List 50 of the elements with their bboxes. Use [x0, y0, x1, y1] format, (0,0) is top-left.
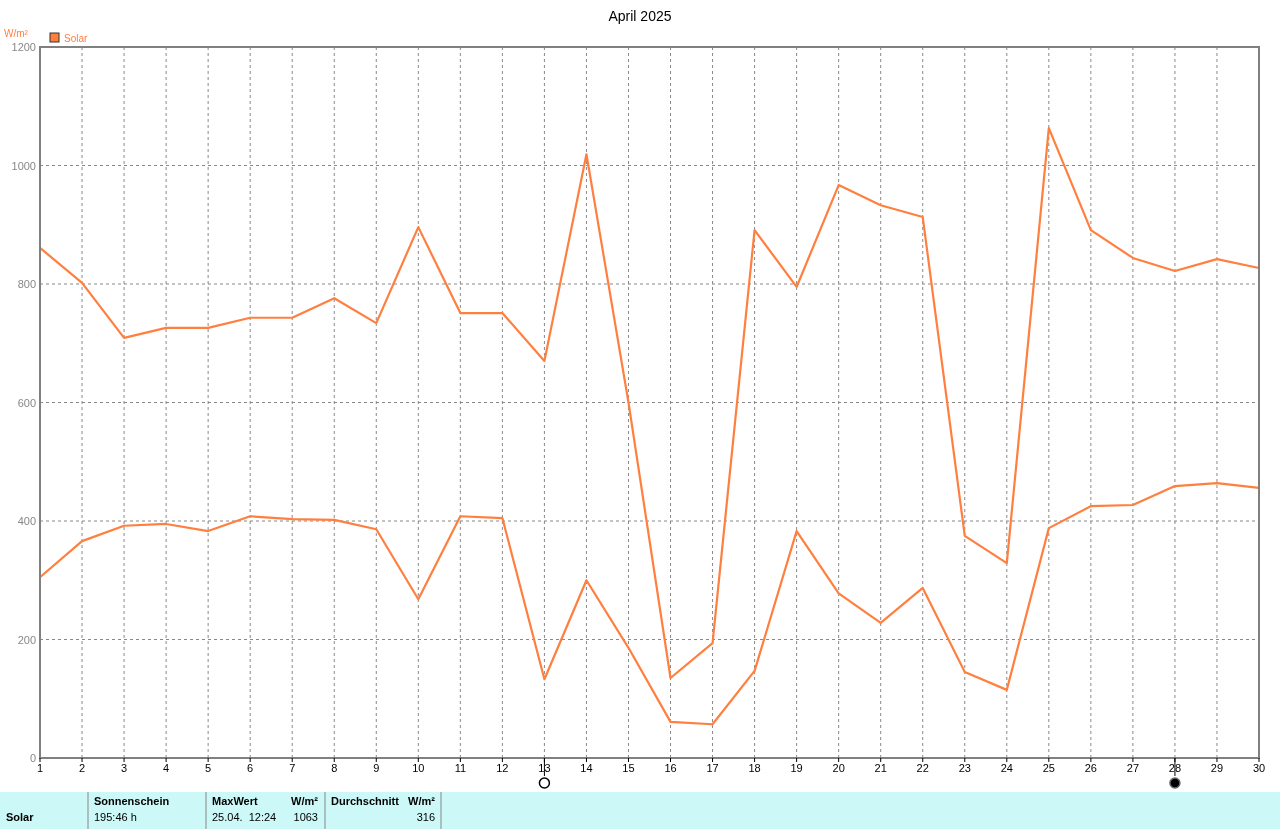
x-tick-label: 16 — [664, 762, 677, 774]
x-tick-label: 9 — [373, 762, 380, 774]
x-tick-label: 17 — [706, 762, 719, 774]
x-tick-label: 6 — [247, 762, 254, 774]
x-tick-label: 18 — [748, 762, 761, 774]
x-tick-label: 24 — [1000, 762, 1013, 774]
x-tick-label: 23 — [958, 762, 971, 774]
x-tick-label: 14 — [580, 762, 593, 774]
y-axis-title: W/m² — [4, 28, 29, 39]
x-tick-label: 2 — [78, 762, 86, 774]
x-tick-label: 10 — [412, 762, 425, 774]
text: 316 — [416, 811, 435, 823]
x-tick-label: 5 — [205, 762, 212, 774]
x-tick-label: 20 — [832, 762, 845, 774]
text: 25.04. 12:24 — [212, 811, 277, 823]
x-tick-label: 7 — [289, 762, 296, 774]
legend-label: Solar — [64, 33, 89, 44]
x-tick-label: 11 — [454, 762, 467, 774]
text: Sonnenschein — [94, 795, 170, 807]
x-tick-label: 26 — [1084, 762, 1097, 774]
x-tick-label: 21 — [874, 762, 887, 774]
text: Solar — [6, 811, 35, 823]
x-tick-label: 30 — [1252, 762, 1266, 774]
x-tick-label: 1 — [36, 762, 44, 774]
chart-title: April 2025 — [608, 8, 672, 24]
text: MaxWert — [212, 795, 258, 807]
y-tick-label: 200 — [17, 633, 36, 646]
x-tick-label: 12 — [496, 762, 509, 774]
y-tick-label: 400 — [17, 515, 36, 527]
line-series — [38, 127, 1261, 680]
x-tick-label: 19 — [790, 762, 803, 774]
x-tick-label: 27 — [1126, 762, 1140, 774]
y-tick-label: 600 — [17, 396, 36, 409]
text: W/m² — [408, 795, 436, 807]
x-tick-label: 15 — [622, 762, 635, 774]
text: W/m² — [291, 795, 319, 807]
x-tick-label: 29 — [1210, 762, 1224, 774]
y-tick-label: 0 — [29, 752, 36, 764]
line-series — [38, 481, 1261, 726]
x-tick-label: 8 — [331, 762, 338, 774]
y-tick-label: 1000 — [11, 159, 36, 172]
x-tick-label: 25 — [1042, 762, 1055, 774]
y-tick-label: 800 — [17, 278, 36, 290]
y-tick-label: 1200 — [11, 41, 36, 53]
x-tick-label: 4 — [163, 762, 170, 774]
x-tick-label: 3 — [121, 762, 128, 774]
text: Durchschnitt — [331, 795, 400, 807]
text: 1063 — [293, 811, 318, 823]
text: 195:46 h — [94, 811, 137, 823]
x-tick-label: 22 — [916, 762, 929, 774]
